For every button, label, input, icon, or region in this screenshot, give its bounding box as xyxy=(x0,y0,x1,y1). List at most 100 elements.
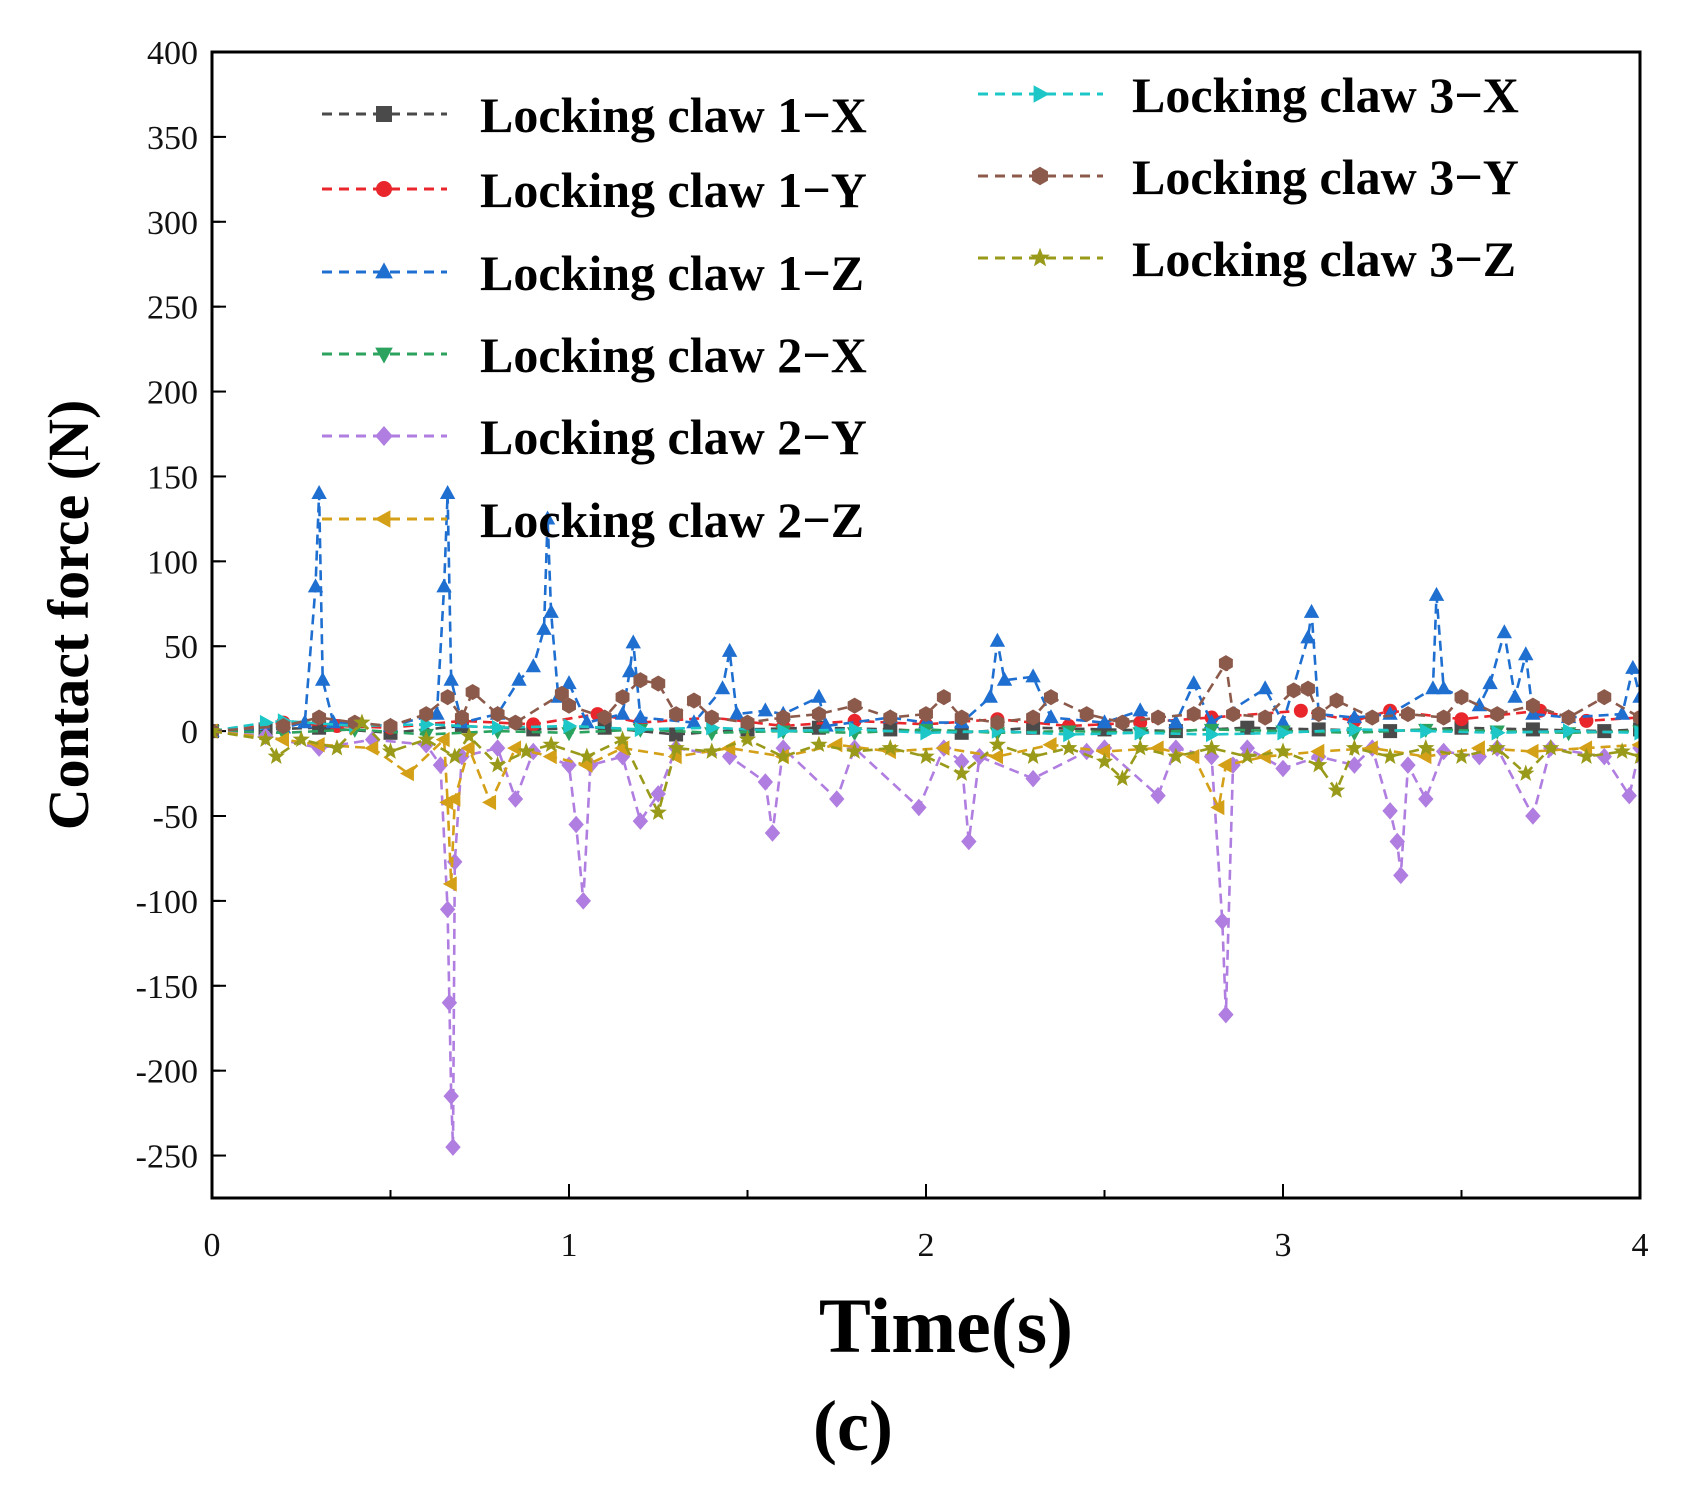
series-8-point xyxy=(1597,689,1612,706)
series-7-point xyxy=(1563,723,1577,739)
series-8-point xyxy=(811,706,826,723)
series-3-point xyxy=(1043,709,1059,724)
series-3-point xyxy=(811,688,827,703)
series-9-point xyxy=(881,738,899,756)
series-6-point xyxy=(482,794,497,811)
series-5 xyxy=(212,722,1640,1156)
series-3-point xyxy=(311,485,327,500)
series-3-point xyxy=(1632,688,1640,703)
series-5-point xyxy=(757,773,774,791)
series-6-point xyxy=(1524,743,1539,760)
series-8-point xyxy=(562,697,576,714)
series-3-point xyxy=(1275,714,1291,729)
series-7-point xyxy=(777,723,792,739)
series-8-point xyxy=(936,689,951,706)
series-6-point xyxy=(399,765,414,782)
series-3-point xyxy=(1496,624,1513,639)
legend: Locking claw 1−X Locking claw 1−Y Locking … xyxy=(322,67,1519,548)
series-8-point xyxy=(1490,706,1505,723)
series-8-point xyxy=(1301,680,1315,697)
series-3-point xyxy=(1625,659,1640,674)
series-5-point xyxy=(632,812,649,830)
series-8-point xyxy=(554,685,569,702)
y-tick-label: -200 xyxy=(136,1054,198,1091)
series-9 xyxy=(212,713,1640,820)
series-3-point xyxy=(1425,680,1441,695)
legend-entry-8: Locking claw 3−Y xyxy=(978,149,1519,205)
series-9-point xyxy=(1238,747,1256,764)
series-3 xyxy=(212,485,1640,737)
y-tick-label: 350 xyxy=(147,120,198,157)
series-6-point xyxy=(1256,748,1271,765)
series-9-point xyxy=(1131,738,1149,756)
series-5-point xyxy=(961,832,977,851)
series-8-point xyxy=(276,717,291,735)
legend-entry-9-label: Locking claw 3−Z xyxy=(1132,231,1516,287)
series-9-point xyxy=(417,730,435,747)
y-tick-label: -50 xyxy=(153,799,198,836)
legend-entry-3: Locking claw 1−Z xyxy=(322,245,864,301)
series-3-point xyxy=(757,702,774,717)
series-8-point xyxy=(490,706,505,723)
series-5-point xyxy=(1218,1005,1234,1024)
series-5-point xyxy=(764,824,781,842)
series-9-point xyxy=(738,730,757,747)
series-6-point xyxy=(1310,743,1325,760)
series-7-point xyxy=(1134,725,1149,741)
y-tick-label: -250 xyxy=(136,1139,198,1176)
series-5-point xyxy=(568,815,584,834)
plot-area xyxy=(212,485,1640,1156)
series-8-point xyxy=(1400,706,1415,723)
series-3-point xyxy=(614,705,631,720)
series-5-point xyxy=(1400,756,1416,774)
series-3-point xyxy=(579,714,595,729)
series-8-line xyxy=(212,659,1640,733)
series-5-point xyxy=(445,1138,461,1156)
series-9-point xyxy=(578,747,596,764)
series-8-point xyxy=(1525,697,1540,714)
series-9-point xyxy=(1274,742,1292,759)
series-9-point xyxy=(1345,738,1364,756)
series-9-point xyxy=(953,764,971,781)
x-tick-label: 1 xyxy=(561,1227,578,1264)
series-3-point xyxy=(436,578,452,593)
series-6-point xyxy=(275,731,289,748)
series-8-point xyxy=(1226,706,1240,723)
series-8-point xyxy=(704,709,719,726)
series-3-point xyxy=(1096,714,1113,729)
series-8-point xyxy=(454,709,469,726)
series-6-point xyxy=(364,740,379,756)
series-3-point xyxy=(543,603,559,618)
series-8-point xyxy=(1311,706,1326,723)
series-9-point xyxy=(1113,769,1132,787)
series-3-point xyxy=(561,675,577,690)
x-tick-label: 4 xyxy=(1632,1227,1649,1264)
series-9-point xyxy=(292,730,310,747)
series-9-point xyxy=(1577,747,1596,764)
series-8-point xyxy=(597,709,612,726)
series-9-point xyxy=(1381,747,1399,764)
y-tick-label: 400 xyxy=(147,35,198,72)
series-2-point xyxy=(526,717,541,732)
figure-caption: (c) xyxy=(813,1386,893,1466)
series-3-point xyxy=(1300,629,1316,644)
series-3-point xyxy=(1168,714,1184,729)
series-1-point xyxy=(883,722,898,737)
series-9-point xyxy=(212,722,221,739)
x-axis-title: Time(s) xyxy=(819,1282,1073,1369)
plot-frame xyxy=(210,50,1642,1200)
series-8-point xyxy=(1218,655,1233,672)
legend-entry-1-marker xyxy=(376,106,392,122)
series-6-point xyxy=(1096,743,1111,760)
y-tick-label: 0 xyxy=(181,714,198,751)
series-9-point xyxy=(810,735,828,753)
series-6-point xyxy=(1631,740,1640,750)
series-9-point xyxy=(1060,738,1078,756)
y-tick-label: 50 xyxy=(164,629,198,666)
legend-entry-7-label: Locking claw 3−X xyxy=(1132,67,1519,123)
series-5-point xyxy=(441,994,458,1012)
series-9-point xyxy=(1167,747,1185,764)
series-9-point xyxy=(1488,738,1506,756)
y-axis-title: Contact force (N) xyxy=(36,400,101,831)
